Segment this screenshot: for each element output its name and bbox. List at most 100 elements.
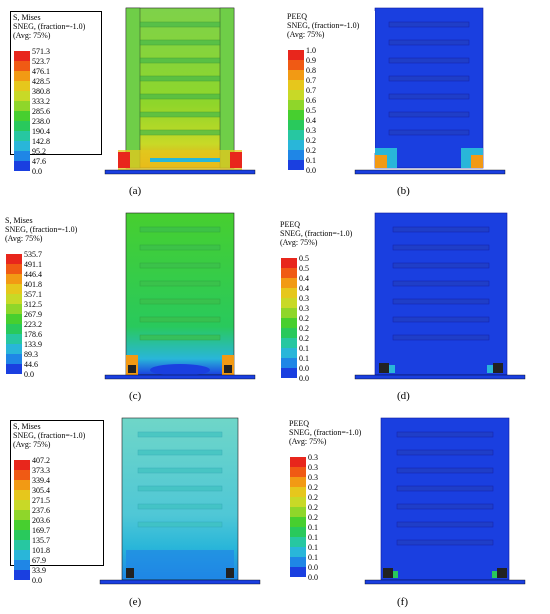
contour-plot-e bbox=[99, 417, 261, 585]
legend-value: 190.4 bbox=[32, 127, 50, 136]
legend-swatch bbox=[14, 91, 30, 101]
legend-value: 0.7 bbox=[306, 86, 316, 95]
legend-value: 223.2 bbox=[24, 320, 42, 329]
legend-value: 0.0 bbox=[299, 364, 309, 373]
legend-swatch bbox=[288, 140, 304, 150]
contour-plot-b bbox=[354, 7, 506, 175]
legend-swatch bbox=[281, 358, 297, 368]
legend-value: 0.0 bbox=[299, 374, 309, 383]
legend-e: S, Mises SNEG, (fraction=-1.0) (Avg: 75%… bbox=[10, 420, 104, 585]
legend-value: 0.9 bbox=[306, 56, 316, 65]
legend-swatch bbox=[281, 288, 297, 298]
legend-swatch bbox=[288, 90, 304, 100]
legend-swatch bbox=[6, 324, 22, 334]
legend-value: 339.4 bbox=[32, 476, 50, 485]
legend-title: S, Mises bbox=[5, 216, 33, 225]
legend-swatch bbox=[281, 298, 297, 308]
legend-avg: (Avg: 75%) bbox=[5, 234, 43, 243]
legend-swatch bbox=[281, 278, 297, 288]
legend-swatch bbox=[14, 570, 30, 580]
legend-value: 44.6 bbox=[24, 360, 38, 369]
legend-swatch bbox=[6, 284, 22, 294]
legend-subtitle: SNEG, (fraction=-1.0) bbox=[13, 431, 86, 440]
legend-swatch bbox=[290, 457, 306, 467]
panel-f: PEEQ SNEG, (fraction=-1.0) (Avg: 75%) 0.… bbox=[275, 410, 550, 614]
legend-title: PEEQ bbox=[287, 12, 307, 21]
legend-swatch bbox=[288, 100, 304, 110]
legend-swatch bbox=[6, 304, 22, 314]
legend-swatch bbox=[6, 294, 22, 304]
legend-subtitle: SNEG, (fraction=-1.0) bbox=[280, 229, 353, 238]
legend-swatch bbox=[281, 318, 297, 328]
legend-swatch bbox=[288, 130, 304, 140]
legend-value: 237.6 bbox=[32, 506, 50, 515]
panel-a: S, Mises SNEG, (fraction=-1.0) (Avg: 75%… bbox=[0, 0, 275, 205]
legend-swatch bbox=[14, 151, 30, 161]
legend-value: 0.2 bbox=[308, 493, 318, 502]
legend-a: S, Mises SNEG, (fraction=-1.0) (Avg: 75%… bbox=[10, 11, 102, 176]
legend-value: 0.2 bbox=[308, 513, 318, 522]
legend-swatch bbox=[290, 557, 306, 567]
legend-swatch bbox=[14, 141, 30, 151]
caption-e: (e) bbox=[129, 596, 142, 608]
legend-value: 47.6 bbox=[32, 157, 46, 166]
legend-value: 0.2 bbox=[308, 503, 318, 512]
legend-swatch bbox=[14, 131, 30, 141]
legend-value: 0.1 bbox=[308, 543, 318, 552]
legend-value: 0.0 bbox=[32, 167, 42, 176]
legend-swatch bbox=[14, 500, 30, 510]
legend-value: 0.1 bbox=[308, 523, 318, 532]
legend-subtitle: SNEG, (fraction=-1.0) bbox=[5, 225, 78, 234]
legend-swatch bbox=[14, 470, 30, 480]
legend-value: 523.7 bbox=[32, 57, 50, 66]
legend-swatch bbox=[288, 70, 304, 80]
legend-value: 407.2 bbox=[32, 456, 50, 465]
legend-swatch bbox=[290, 487, 306, 497]
legend-value: 0.0 bbox=[24, 370, 34, 379]
legend-value: 0.2 bbox=[306, 146, 316, 155]
legend-swatch bbox=[6, 364, 22, 374]
legend-value: 0.5 bbox=[299, 264, 309, 273]
legend-swatch bbox=[290, 567, 306, 577]
legend-swatch bbox=[281, 258, 297, 268]
legend-value: 0.4 bbox=[299, 284, 309, 293]
legend-avg: (Avg: 75%) bbox=[13, 31, 51, 40]
legend-subtitle: SNEG, (fraction=-1.0) bbox=[287, 21, 360, 30]
legend-value: 271.5 bbox=[32, 496, 50, 505]
legend-value: 0.1 bbox=[306, 156, 316, 165]
legend-subtitle: SNEG, (fraction=-1.0) bbox=[13, 22, 86, 31]
legend-value: 0.2 bbox=[299, 314, 309, 323]
caption-a: (a) bbox=[129, 185, 142, 197]
legend-value: 203.6 bbox=[32, 516, 50, 525]
legend-swatch bbox=[290, 537, 306, 547]
legend-swatch bbox=[6, 344, 22, 354]
legend-value: 101.8 bbox=[32, 546, 50, 555]
legend-title: PEEQ bbox=[280, 220, 300, 229]
legend-value: 0.2 bbox=[308, 483, 318, 492]
legend-swatch bbox=[6, 274, 22, 284]
legend-value: 0.4 bbox=[306, 116, 316, 125]
legend-swatch bbox=[281, 328, 297, 338]
legend-swatch bbox=[281, 268, 297, 278]
legend-value: 0.5 bbox=[299, 254, 309, 263]
legend-d: PEEQ SNEG, (fraction=-1.0) (Avg: 75%) 0.… bbox=[278, 219, 368, 383]
caption-f: (f) bbox=[397, 596, 408, 608]
legend-b: PEEQ SNEG, (fraction=-1.0) (Avg: 75%) 1.… bbox=[285, 11, 375, 175]
legend-value: 0.1 bbox=[308, 553, 318, 562]
panel-b: PEEQ SNEG, (fraction=-1.0) (Avg: 75%) 1.… bbox=[275, 0, 550, 205]
legend-value: 333.2 bbox=[32, 97, 50, 106]
legend-value: 0.1 bbox=[299, 344, 309, 353]
legend-swatch bbox=[290, 517, 306, 527]
legend-swatch bbox=[281, 308, 297, 318]
legend-value: 0.6 bbox=[306, 96, 316, 105]
legend-swatch bbox=[290, 507, 306, 517]
legend-value: 0.1 bbox=[308, 533, 318, 542]
legend-value: 238.0 bbox=[32, 117, 50, 126]
legend-value: 0.0 bbox=[308, 573, 318, 582]
legend-value: 0.2 bbox=[306, 136, 316, 145]
legend-swatch bbox=[281, 338, 297, 348]
caption-d: (d) bbox=[397, 390, 410, 402]
legend-value: 401.8 bbox=[24, 280, 42, 289]
contour-plot-f bbox=[364, 417, 526, 585]
legend-value: 312.5 bbox=[24, 300, 42, 309]
